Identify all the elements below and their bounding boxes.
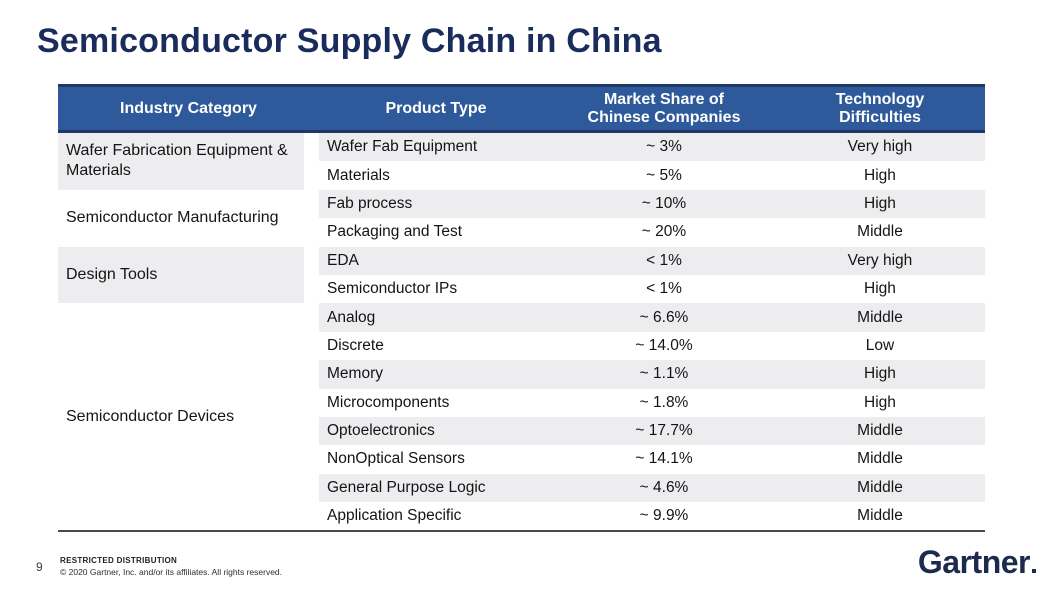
market-share-cell: ~ 17.7% [635,422,693,440]
industry-category-cell: Semiconductor Devices [66,407,235,425]
table-row-fill: Semiconductor IPs < 1% High [319,275,985,303]
copyright-notice: © 2020 Gartner, Inc. and/or its affiliat… [60,567,283,577]
table-header-row: Industry Category Product Type Market Sh… [58,84,985,133]
market-share-cell: < 1% [646,280,682,298]
product-type-cell: Wafer Fab Equipment [327,138,478,156]
technology-difficulty-cell: High [864,393,896,411]
table-row-fill: EDA < 1% Very high [319,246,985,275]
col-header-product-type: Product Type [385,99,487,117]
market-share-cell: ~ 5% [646,166,682,184]
gartner-logo-text: Gartner [917,544,1031,580]
table-row: Semiconductor IPs < 1% High [58,275,985,303]
gartner-logo: Gartner [918,544,1036,581]
product-type-cell: Discrete [327,336,384,354]
table-row-fill: NonOptical Sensors ~ 14.1% Middle [319,445,985,473]
table-row: Application Specific ~ 9.9% Middle [58,502,985,530]
product-type-cell: EDA [327,251,359,269]
col-header-technology-difficulties: Technology Difficulties [835,90,925,126]
product-type-cell: General Purpose Logic [327,478,486,496]
table-row-fill: Optoelectronics ~ 17.7% Middle [319,416,985,446]
product-type-cell: Packaging and Test [327,223,463,241]
market-share-cell: ~ 1.1% [639,365,689,383]
technology-difficulty-cell: Middle [857,478,903,496]
technology-difficulty-cell: High [864,280,896,298]
table-row: General Purpose Logic ~ 4.6% Middle [58,473,985,503]
table-row: Analog ~ 6.6% Middle [58,303,985,332]
table-row: Fab process ~ 10% High [58,189,985,219]
table-row: Wafer Fab Equipment ~ 3% Very high [58,133,985,162]
table-row-fill: Analog ~ 6.6% Middle [319,303,985,332]
col-header-market-share: Market Share of Chinese Companies [587,90,741,126]
market-share-cell: ~ 14.0% [635,336,693,354]
technology-difficulty-cell: Very high [847,138,913,156]
table-row: Materials ~ 5% High [58,161,985,189]
industry-category-cell: Wafer Fabrication Equipment & Materials [58,133,304,190]
table-row-fill: Discrete ~ 14.0% Low [319,332,985,360]
product-type-cell: Materials [327,166,390,184]
table-row: Optoelectronics ~ 17.7% Middle [58,416,985,446]
market-share-cell: ~ 14.1% [635,450,693,468]
product-type-cell: Analog [327,308,376,326]
slide-title: Semiconductor Supply Chain in China [37,22,662,60]
table-row-fill: Fab process ~ 10% High [319,189,985,219]
table-row: NonOptical Sensors ~ 14.1% Middle [58,445,985,473]
technology-difficulty-cell: Middle [857,308,903,326]
market-share-cell: ~ 9.9% [639,507,689,525]
market-share-cell: ~ 3% [646,138,682,156]
technology-difficulty-cell: Middle [857,507,903,525]
industry-category-cell: Design Tools [58,246,304,304]
technology-difficulty-cell: High [864,166,896,184]
technology-difficulty-cell: Very high [847,251,913,269]
product-type-cell: Memory [327,365,383,383]
market-share-cell: ~ 6.6% [639,308,689,326]
table-row: Microcomponents ~ 1.8% High [58,389,985,417]
product-type-cell: Fab process [327,194,413,212]
table-row-fill: General Purpose Logic ~ 4.6% Middle [319,473,985,503]
industry-category-cell: Semiconductor Manufacturing [66,208,279,226]
technology-difficulty-cell: Middle [857,450,903,468]
table-row-fill: Packaging and Test ~ 20% Middle [319,218,985,246]
table-row-fill: Materials ~ 5% High [319,161,985,189]
market-share-cell: ~ 20% [641,223,687,241]
market-share-cell: < 1% [646,251,682,269]
registered-mark-icon [1032,569,1036,573]
product-type-cell: Application Specific [327,507,462,525]
page-number: 9 [36,560,43,574]
supply-chain-table: Industry Category Product Type Market Sh… [58,84,985,533]
technology-difficulty-cell: Low [865,336,895,354]
technology-difficulty-cell: High [864,194,896,212]
product-type-cell: Microcomponents [327,393,450,411]
table-row-fill: Application Specific ~ 9.9% Middle [319,502,985,530]
market-share-cell: ~ 1.8% [639,393,689,411]
market-share-cell: ~ 4.6% [639,478,689,496]
table-row-fill: Microcomponents ~ 1.8% High [319,389,985,417]
table-row-fill: Memory ~ 1.1% High [319,360,985,389]
technology-difficulty-cell: Middle [857,223,903,241]
table-row: EDA < 1% Very high [58,246,985,275]
technology-difficulty-cell: Middle [857,422,903,440]
table-row: Discrete ~ 14.0% Low [58,332,985,360]
product-type-cell: Semiconductor IPs [327,280,458,298]
table-row: Packaging and Test ~ 20% Middle [58,218,985,246]
table-row-fill: Wafer Fab Equipment ~ 3% Very high [319,133,985,162]
col-header-industry-category: Industry Category [120,99,257,117]
product-type-cell: NonOptical Sensors [327,450,465,468]
technology-difficulty-cell: High [864,365,896,383]
table-body: Wafer Fabrication Equipment & Materials S… [58,133,985,533]
product-type-cell: Optoelectronics [327,422,435,440]
market-share-cell: ~ 10% [641,194,687,212]
table-row: Memory ~ 1.1% High [58,360,985,389]
restricted-distribution-label: RESTRICTED DISTRIBUTION [60,556,178,565]
